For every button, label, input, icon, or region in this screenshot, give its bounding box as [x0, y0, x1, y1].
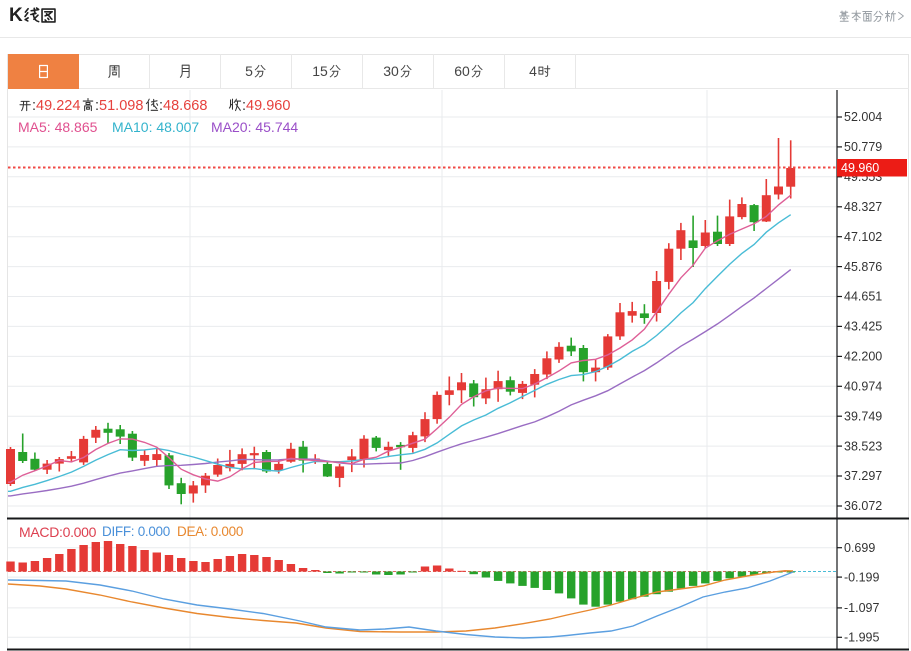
svg-text:44.651: 44.651	[844, 290, 882, 304]
svg-text:38.523: 38.523	[844, 439, 882, 453]
svg-text:49.960: 49.960	[841, 161, 879, 175]
svg-text:50.779: 50.779	[844, 140, 882, 154]
svg-text:36.072: 36.072	[844, 499, 882, 513]
svg-text:-1.097: -1.097	[844, 601, 879, 615]
svg-text:-0.199: -0.199	[844, 570, 879, 584]
svg-text:39.749: 39.749	[844, 409, 882, 423]
svg-text:37.297: 37.297	[844, 469, 882, 483]
svg-text:52.004: 52.004	[844, 110, 882, 124]
svg-text:40.974: 40.974	[844, 380, 882, 394]
svg-text:-1.995: -1.995	[844, 631, 879, 645]
svg-text:48.327: 48.327	[844, 200, 882, 214]
svg-text:47.102: 47.102	[844, 230, 882, 244]
svg-text:0.699: 0.699	[844, 541, 875, 555]
svg-text:43.425: 43.425	[844, 320, 882, 334]
svg-text:42.200: 42.200	[844, 350, 882, 364]
svg-text:45.876: 45.876	[844, 260, 882, 274]
